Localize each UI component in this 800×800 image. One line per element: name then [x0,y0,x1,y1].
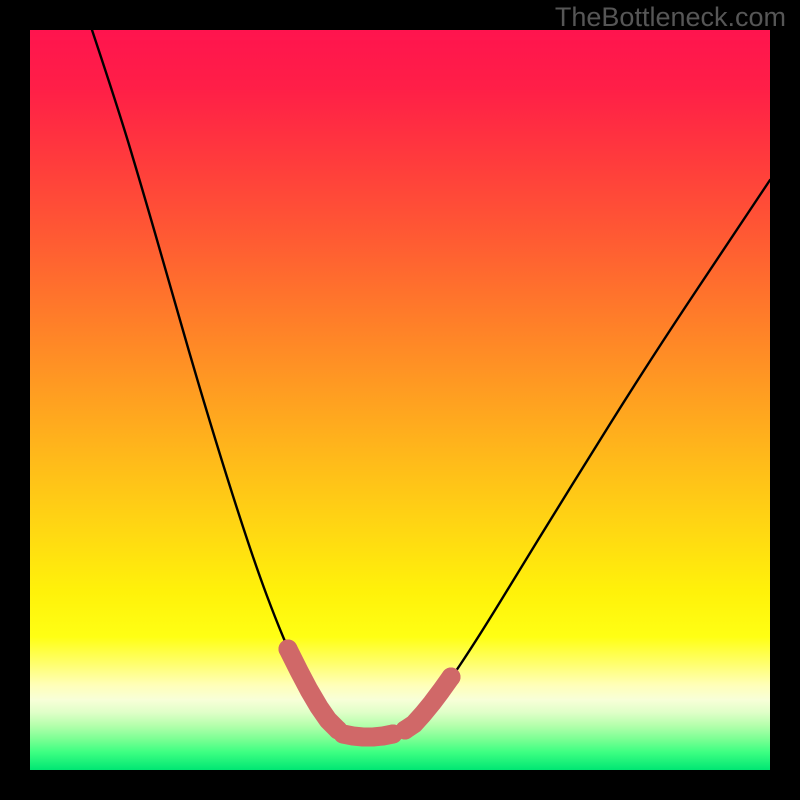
watermark-text: TheBottleneck.com [555,2,786,33]
plot-svg [30,30,770,770]
chart-frame: TheBottleneck.com [0,0,800,800]
marker-cap [396,721,415,740]
plot-area [30,30,770,770]
gradient-background [30,30,770,770]
marker-cap [334,725,353,744]
marker-cap [279,640,298,659]
marker-cap [442,668,461,687]
